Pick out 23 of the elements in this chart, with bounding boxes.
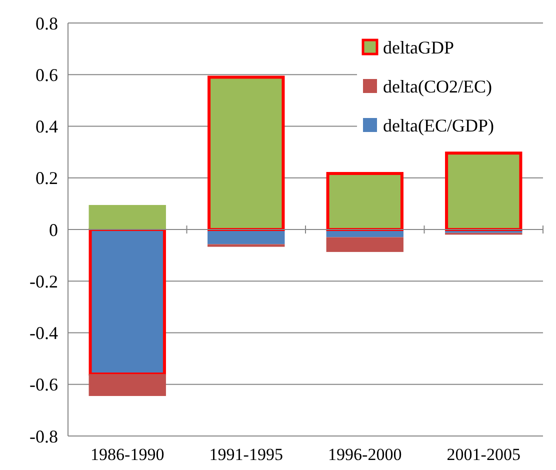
y-tick-label: 0.6 <box>36 64 58 85</box>
y-tick-label: -0.4 <box>30 323 58 344</box>
bar <box>88 204 166 230</box>
legend-label: delta(CO2/EC) <box>383 76 492 96</box>
bar <box>208 244 285 247</box>
y-tick-label: 0 <box>49 220 58 240</box>
x-tick-label: 1986-1990 <box>90 445 164 464</box>
bar <box>445 152 522 231</box>
bar <box>326 237 404 252</box>
y-tick-label: 0.4 <box>36 116 58 137</box>
legend-label: delta(EC/GDP) <box>383 115 494 136</box>
legend-label: deltaGDP <box>383 37 454 58</box>
y-tick-label: 0.8 <box>36 13 58 34</box>
x-tick-label: 2001-2005 <box>446 445 520 464</box>
y-tick-label: -0.2 <box>30 271 58 292</box>
bar <box>208 76 285 231</box>
y-tick-label: -0.8 <box>30 426 58 446</box>
y-tick-label: 0.2 <box>36 168 58 188</box>
x-tick-label: 1996-2000 <box>328 445 402 464</box>
y-tick-label: -0.6 <box>30 374 58 395</box>
bar <box>326 172 404 231</box>
x-tick-label: 1991-1995 <box>209 445 283 464</box>
bar <box>88 228 166 376</box>
